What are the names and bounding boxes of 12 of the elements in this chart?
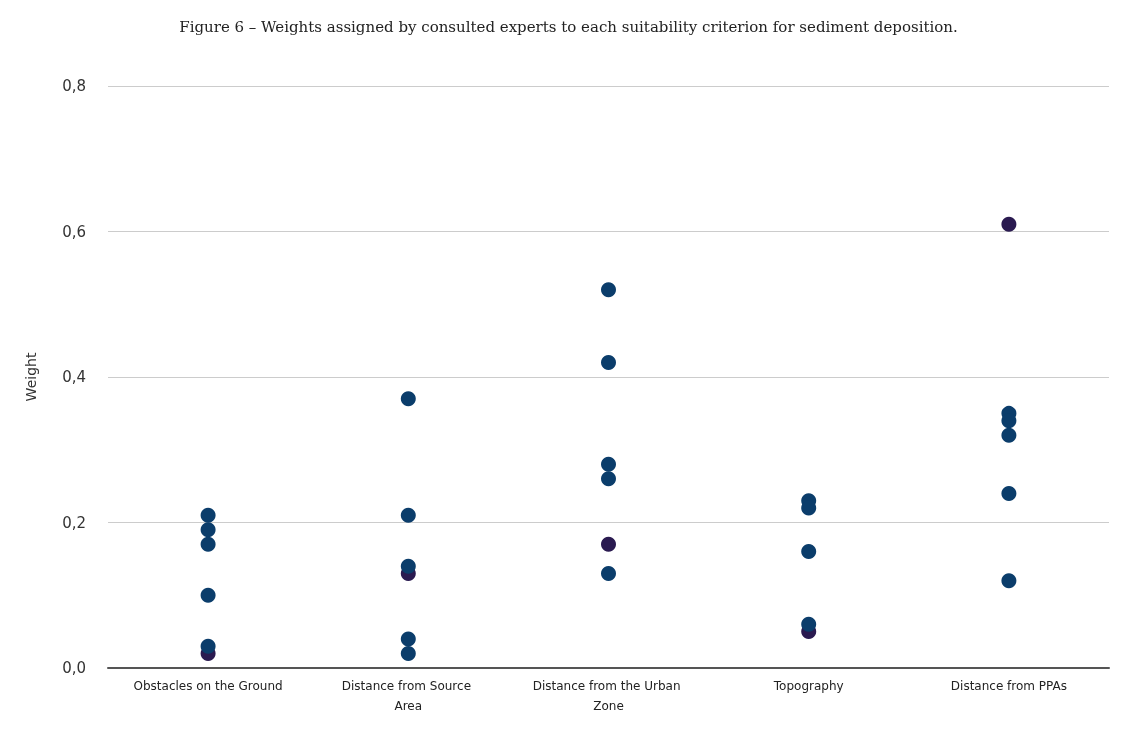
y-axis-title: Weight xyxy=(23,352,39,402)
x-tick-label: Distance from PPAs xyxy=(950,679,1067,693)
chart-title: Figure 6 – Weights assigned by consulted experts to each suitability criterion for sediment deposition. xyxy=(179,18,958,36)
x-tick-label: Distance from the Urban Zone xyxy=(532,679,685,713)
y-tick-label: 0,6 xyxy=(62,222,86,241)
y-tick-label: 0,2 xyxy=(62,513,86,532)
y-tick-label: 0,0 xyxy=(62,659,86,677)
x-tick-label: Topography xyxy=(772,679,844,693)
x-tick-label: Obstacles on the Ground xyxy=(133,679,283,693)
x-tick-label: Distance from Source Area xyxy=(341,679,475,713)
y-tick-label: 0,8 xyxy=(62,77,86,95)
y-tick-label: 0,4 xyxy=(62,368,86,386)
